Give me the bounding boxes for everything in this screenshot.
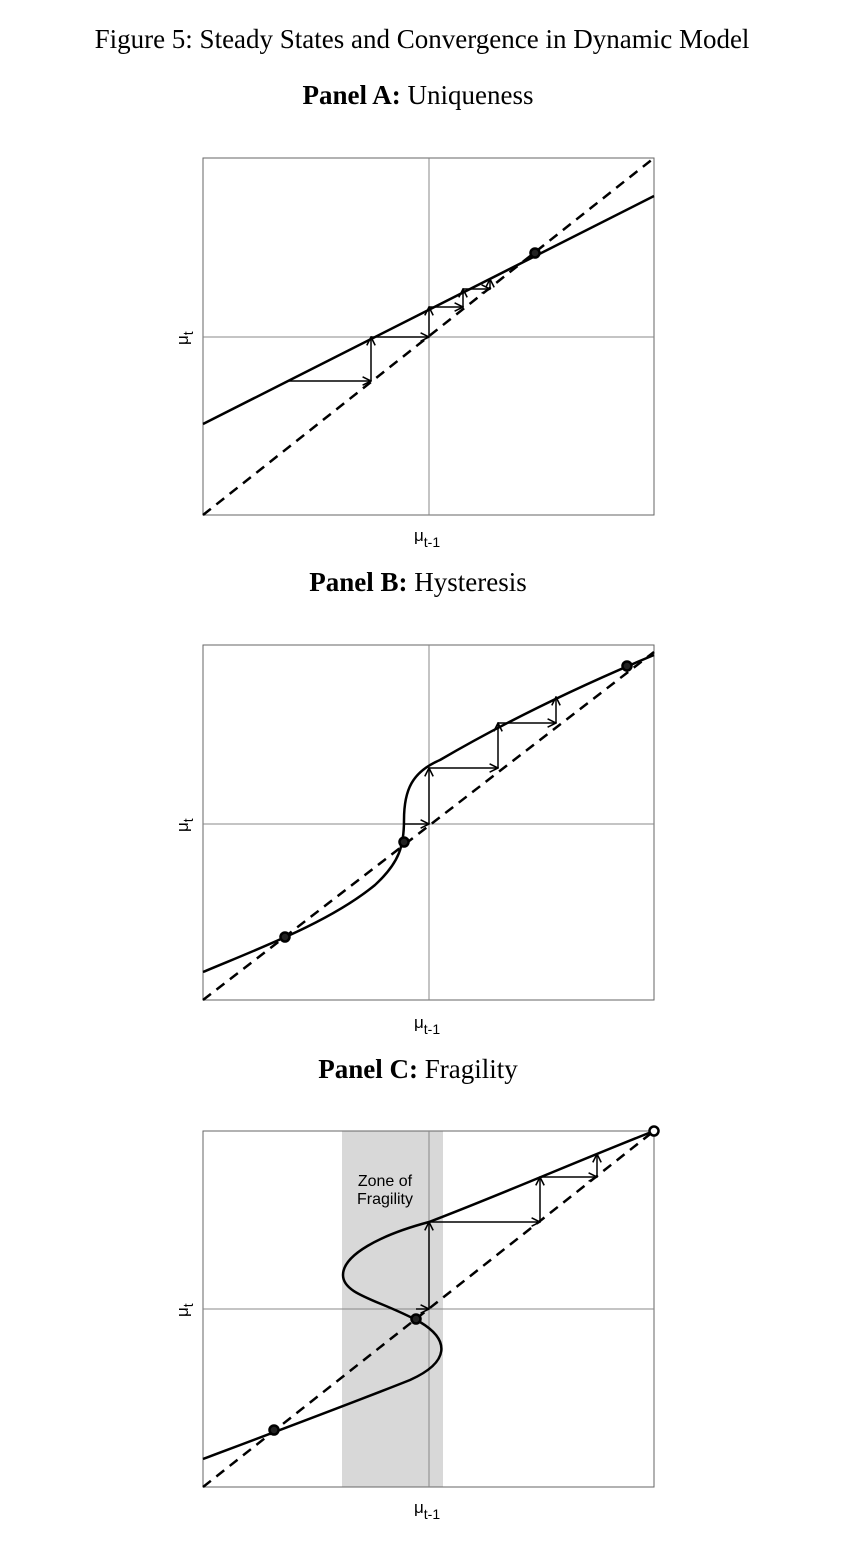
figure-title: Figure 5: Steady States and Convergence … — [95, 24, 750, 54]
y-axis-symbol: μ — [173, 335, 192, 345]
panel-label: Panel A: — [303, 80, 401, 110]
y-axis-subscript: t — [180, 818, 196, 822]
x-axis-subscript: t-1 — [424, 1021, 441, 1037]
x-axis-label: μt-1 — [414, 1498, 440, 1522]
y-axis-symbol: μ — [173, 1307, 192, 1317]
panel-name: Uniqueness — [408, 80, 534, 110]
x-axis-symbol: μ — [414, 526, 424, 545]
x-axis-symbol: μ — [414, 1498, 424, 1517]
y-axis-subscript: t — [180, 1303, 196, 1307]
panel-label: Panel C: — [318, 1054, 418, 1084]
convergence-arrows — [404, 697, 556, 824]
annotation: Zone of — [358, 1173, 413, 1190]
x-axis-subscript: t-1 — [424, 534, 441, 550]
steady-state — [529, 247, 541, 259]
y-axis-subscript: t — [180, 331, 196, 335]
convergence-arrows — [288, 279, 490, 381]
x-axis-subscript: t-1 — [424, 1506, 441, 1522]
45-degree-line — [202, 1130, 655, 1488]
steady-state — [279, 931, 291, 943]
x-axis-label: μt-1 — [414, 1013, 440, 1037]
panel-c: Zone of Fragility — [202, 1125, 660, 1488]
panel-title: Panel B: Hysteresis — [309, 567, 526, 597]
panel-a — [202, 157, 655, 516]
steady-state — [268, 1424, 280, 1436]
y-axis-symbol: μ — [173, 822, 192, 832]
steady-state — [398, 836, 410, 848]
transition-curve — [202, 653, 655, 974]
convergence-arrows — [416, 1154, 597, 1309]
steady-state — [621, 660, 633, 672]
y-axis-label: μt — [173, 818, 196, 832]
annotation: Fragility — [357, 1191, 413, 1208]
panel-b — [202, 644, 655, 1001]
x-axis-symbol: μ — [414, 1013, 424, 1032]
panel-name: Hysteresis — [414, 567, 526, 597]
steady-state — [648, 1125, 660, 1137]
y-axis-label: μt — [173, 1303, 196, 1317]
panel-title: Panel C: Fragility — [318, 1054, 518, 1084]
45-degree-line — [202, 651, 655, 1001]
panel-label: Panel B: — [309, 567, 407, 597]
45-degree-line — [202, 157, 655, 516]
transition-curve — [202, 1129, 655, 1461]
y-axis-label: μt — [173, 331, 196, 345]
steady-state — [410, 1313, 422, 1325]
panel-title: Panel A: Uniqueness — [303, 80, 534, 110]
panel-name: Fragility — [425, 1054, 518, 1084]
x-axis-label: μt-1 — [414, 526, 440, 550]
